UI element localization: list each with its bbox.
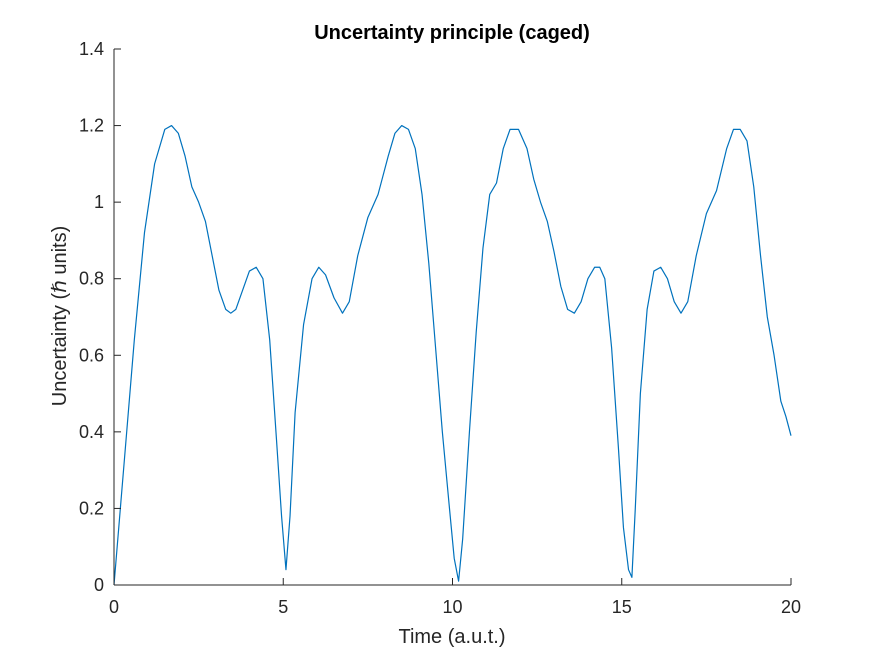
y-tick-label: 0: [94, 575, 104, 595]
x-tick-label: 10: [442, 597, 462, 617]
y-tick-label: 0.8: [79, 269, 104, 289]
x-tick-label: 5: [278, 597, 288, 617]
y-tick-label: 0.4: [79, 422, 104, 442]
x-axis: 0 5 10 15 20: [109, 578, 801, 617]
y-tick-label: 1: [94, 192, 104, 212]
y-axis: 0 0.2 0.4 0.6 0.8 1 1.2 1.4: [79, 39, 121, 595]
x-axis-label: Time (a.u.t.): [398, 626, 505, 648]
y-tick-label: 1.4: [79, 39, 104, 59]
y-tick-label: 1.2: [79, 116, 104, 136]
x-tick-label: 0: [109, 597, 119, 617]
plot-area: [113, 124, 792, 586]
series-line-1: [113, 124, 792, 586]
chart-title: Uncertainty principle (caged): [314, 22, 590, 44]
y-tick-label: 0.6: [79, 345, 104, 365]
x-tick-label: 20: [781, 597, 801, 617]
x-tick-label: 15: [612, 597, 632, 617]
y-axis-label: Uncertainty (ℏ units): [49, 226, 71, 407]
y-tick-label: 0.2: [79, 498, 104, 518]
